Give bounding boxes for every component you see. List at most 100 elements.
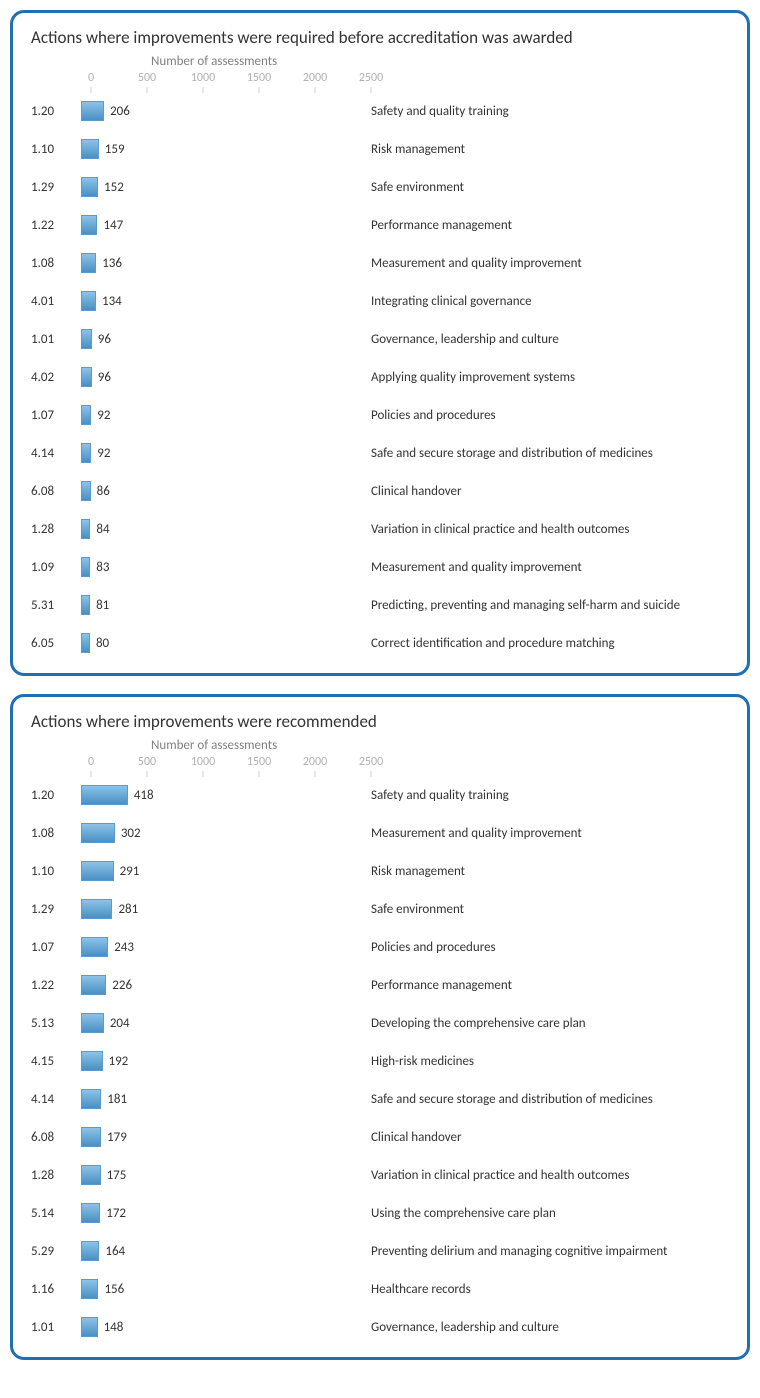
bar-area: 181 bbox=[81, 1089, 371, 1109]
row-description: High-risk medicines bbox=[371, 1054, 729, 1069]
bar-area: 148 bbox=[81, 1317, 371, 1337]
row-code: 4.14 bbox=[31, 1092, 81, 1107]
row-code: 1.20 bbox=[31, 104, 81, 119]
bar-value: 96 bbox=[98, 332, 111, 347]
chart-row: 4.14181Safe and secure storage and distr… bbox=[31, 1087, 729, 1111]
axis-tick-label: 500 bbox=[138, 755, 156, 769]
row-description: Clinical handover bbox=[371, 1130, 729, 1145]
row-description: Safe environment bbox=[371, 180, 729, 195]
row-description: Policies and procedures bbox=[371, 940, 729, 955]
bar-value: 86 bbox=[97, 484, 110, 499]
bar bbox=[81, 633, 90, 653]
chart-row: 6.0886Clinical handover bbox=[31, 479, 729, 503]
chart-panel: Actions where improvements were recommen… bbox=[10, 694, 750, 1360]
chart-row: 1.20418Safety and quality training bbox=[31, 783, 729, 807]
chart-title: Actions where improvements were recommen… bbox=[31, 711, 729, 732]
axis-tick-label: 0 bbox=[88, 755, 94, 769]
row-code: 1.20 bbox=[31, 788, 81, 803]
bar-value: 136 bbox=[102, 256, 122, 271]
axis-tick-label: 2500 bbox=[359, 755, 383, 769]
bar bbox=[81, 1127, 101, 1147]
bar bbox=[81, 785, 128, 805]
row-description: Correct identification and procedure mat… bbox=[371, 636, 729, 651]
chart-row: 1.29 152 Safe environment bbox=[31, 175, 729, 199]
bar bbox=[81, 291, 96, 311]
row-description: Safe and secure storage and distribution… bbox=[371, 446, 729, 461]
row-code: 1.07 bbox=[31, 940, 81, 955]
axis-tick-mark bbox=[259, 87, 260, 93]
bar-value: 156 bbox=[104, 1282, 124, 1297]
bar-value: 204 bbox=[110, 1016, 130, 1031]
row-description: Developing the comprehensive care plan bbox=[371, 1016, 729, 1031]
bar-value: 291 bbox=[120, 864, 140, 879]
axis-tick-label: 0 bbox=[88, 71, 94, 85]
bar-value: 96 bbox=[98, 370, 111, 385]
row-description: Performance management bbox=[371, 218, 729, 233]
row-description: Policies and procedures bbox=[371, 408, 729, 423]
bar-area: 96 bbox=[81, 367, 371, 387]
bar-value: 80 bbox=[96, 636, 109, 651]
chart-row: 6.08179Clinical handover bbox=[31, 1125, 729, 1149]
bar-area: 159 bbox=[81, 139, 371, 159]
bar-value: 147 bbox=[103, 218, 123, 233]
bar bbox=[81, 1089, 101, 1109]
chart-panel: Actions where improvements were required… bbox=[10, 10, 750, 676]
bar bbox=[81, 1317, 98, 1337]
page-root: Actions where improvements were required… bbox=[10, 10, 750, 1360]
bar bbox=[81, 215, 97, 235]
bar-value: 92 bbox=[97, 446, 110, 461]
bar bbox=[81, 177, 98, 197]
bar bbox=[81, 443, 91, 463]
axis-tick-mark bbox=[259, 771, 260, 777]
row-description: Integrating clinical governance bbox=[371, 294, 729, 309]
bar-value: 152 bbox=[104, 180, 124, 195]
bar bbox=[81, 405, 91, 425]
bar-area: 164 bbox=[81, 1241, 371, 1261]
chart-row: 1.2884Variation in clinical practice and… bbox=[31, 517, 729, 541]
chart-row: 1.0983Measurement and quality improvemen… bbox=[31, 555, 729, 579]
axis-tick-label: 1000 bbox=[191, 71, 215, 85]
bar bbox=[81, 1165, 101, 1185]
axis-tick-mark bbox=[371, 87, 372, 93]
bar-area: 291 bbox=[81, 861, 371, 881]
bar-area: 81 bbox=[81, 595, 371, 615]
row-code: 1.22 bbox=[31, 978, 81, 993]
chart-row: 1.07243Policies and procedures bbox=[31, 935, 729, 959]
row-description: Measurement and quality improvement bbox=[371, 560, 729, 575]
row-description: Measurement and quality improvement bbox=[371, 826, 729, 841]
row-description: Risk management bbox=[371, 142, 729, 157]
row-description: Safety and quality training bbox=[371, 104, 729, 119]
row-description: Performance management bbox=[371, 978, 729, 993]
bar-area: 418 bbox=[81, 785, 371, 805]
row-code: 5.13 bbox=[31, 1016, 81, 1031]
chart-row: 1.20206Safety and quality training bbox=[31, 99, 729, 123]
chart-row: 1.01148Governance, leadership and cultur… bbox=[31, 1315, 729, 1339]
axis-tick-mark bbox=[203, 771, 204, 777]
bar bbox=[81, 519, 90, 539]
chart-row: 1.0196Governance, leadership and culture bbox=[31, 327, 729, 351]
row-description: Risk management bbox=[371, 864, 729, 879]
axis-tick-mark bbox=[315, 771, 316, 777]
row-code: 1.22 bbox=[31, 218, 81, 233]
axis-tick-mark bbox=[91, 87, 92, 93]
bar-area: 86 bbox=[81, 481, 371, 501]
chart-row: 6.0580Correct identification and procedu… bbox=[31, 631, 729, 655]
bar-area: 192 bbox=[81, 1051, 371, 1071]
row-code: 1.29 bbox=[31, 902, 81, 917]
axis-tick-label: 1500 bbox=[247, 755, 271, 769]
row-code: 1.10 bbox=[31, 142, 81, 157]
axis-tick-label: 2500 bbox=[359, 71, 383, 85]
axis-title: Number of assessments bbox=[151, 738, 729, 753]
axis-tick-label: 2000 bbox=[303, 71, 327, 85]
row-code: 1.29 bbox=[31, 180, 81, 195]
row-code: 4.02 bbox=[31, 370, 81, 385]
axis-tick-mark bbox=[203, 87, 204, 93]
chart-row: 1.28175Variation in clinical practice an… bbox=[31, 1163, 729, 1187]
bar-area: 92 bbox=[81, 443, 371, 463]
row-description: Safe and secure storage and distribution… bbox=[371, 1092, 729, 1107]
chart-row: 1.10 291 Risk management bbox=[31, 859, 729, 883]
row-code: 1.01 bbox=[31, 1320, 81, 1335]
bar-value: 281 bbox=[118, 902, 138, 917]
row-code: 1.10 bbox=[31, 864, 81, 879]
chart-title: Actions where improvements were required… bbox=[31, 27, 729, 48]
